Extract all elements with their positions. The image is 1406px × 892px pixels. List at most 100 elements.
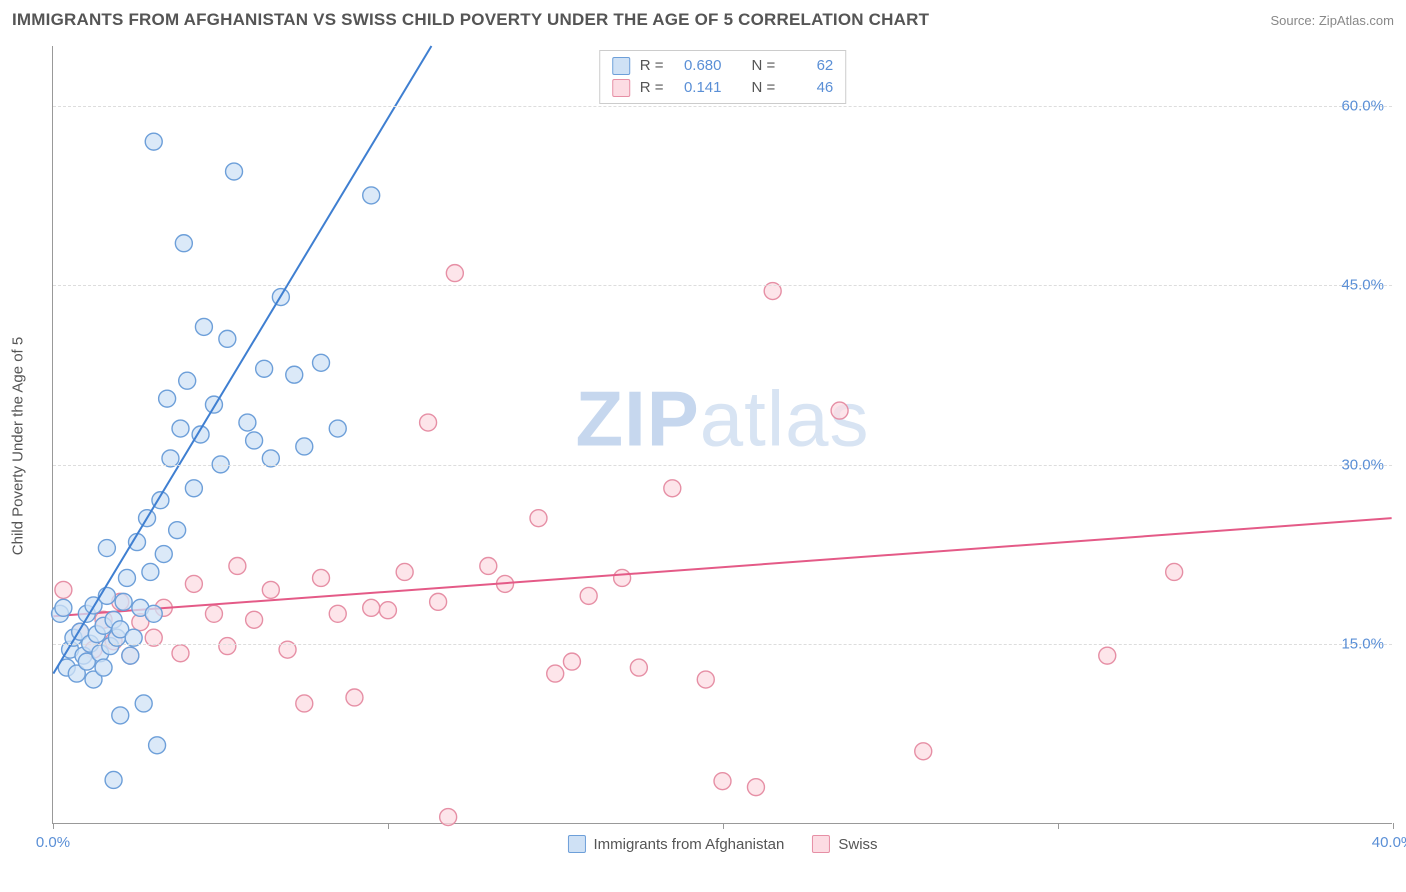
data-point <box>179 372 196 389</box>
data-point <box>52 605 69 622</box>
data-point <box>102 638 119 655</box>
data-point <box>915 743 932 760</box>
data-point <box>664 480 681 497</box>
n-label: N = <box>752 77 776 99</box>
data-point <box>272 289 289 306</box>
series-legend: Immigrants from Afghanistan Swiss <box>567 835 877 853</box>
data-point <box>122 647 139 664</box>
gridline <box>53 285 1392 286</box>
data-point <box>105 611 122 628</box>
y-tick-label: 30.0% <box>1341 456 1384 473</box>
data-point <box>296 438 313 455</box>
data-point <box>172 420 189 437</box>
data-point <box>205 396 222 413</box>
data-point <box>530 510 547 527</box>
data-point <box>85 597 102 614</box>
data-point <box>132 599 149 616</box>
data-point <box>72 623 89 640</box>
data-point <box>175 235 192 252</box>
data-point <box>129 534 146 551</box>
data-point <box>195 318 212 335</box>
data-point <box>296 695 313 712</box>
data-point <box>169 522 186 539</box>
legend-item-swiss: Swiss <box>812 835 877 853</box>
data-point <box>78 605 95 622</box>
data-point <box>159 390 176 407</box>
data-point <box>497 575 514 592</box>
data-point <box>98 540 115 557</box>
data-point <box>205 605 222 622</box>
gridline <box>53 106 1392 107</box>
swatch-afghanistan <box>612 57 630 75</box>
data-point <box>152 492 169 509</box>
r-row-afghanistan: R = 0.680 N = 62 <box>612 55 834 77</box>
x-tick <box>723 823 724 829</box>
source-prefix: Source: <box>1270 13 1318 28</box>
data-point <box>95 617 112 634</box>
data-point <box>55 581 72 598</box>
r-value-afghanistan: 0.680 <box>674 55 722 77</box>
data-point <box>831 402 848 419</box>
data-point <box>420 414 437 431</box>
data-point <box>614 569 631 586</box>
data-point <box>329 605 346 622</box>
data-point <box>185 575 202 592</box>
watermark-rest: atlas <box>700 374 870 462</box>
data-point <box>58 659 75 676</box>
data-point <box>95 659 112 676</box>
data-point <box>55 599 72 616</box>
data-point <box>239 414 256 431</box>
data-point <box>112 621 129 638</box>
data-point <box>226 163 243 180</box>
n-value-swiss: 46 <box>785 77 833 99</box>
data-point <box>139 510 156 527</box>
x-tick <box>1393 823 1394 829</box>
watermark: ZIPatlas <box>575 373 869 464</box>
data-point <box>630 659 647 676</box>
data-point <box>95 611 112 628</box>
data-point <box>256 360 273 377</box>
y-tick-label: 60.0% <box>1341 97 1384 114</box>
data-point <box>714 773 731 790</box>
x-tick-label: 0.0% <box>36 834 70 851</box>
data-point <box>78 653 95 670</box>
data-point <box>115 593 132 610</box>
data-point <box>229 558 246 575</box>
data-point <box>149 737 166 754</box>
r-row-swiss: R = 0.141 N = 46 <box>612 77 834 99</box>
data-point <box>155 599 172 616</box>
r-label: R = <box>640 77 664 99</box>
data-point <box>192 426 209 443</box>
data-point <box>547 665 564 682</box>
data-point <box>72 623 89 640</box>
x-tick <box>53 823 54 829</box>
data-point <box>286 366 303 383</box>
data-point <box>329 420 346 437</box>
data-point <box>440 809 457 826</box>
data-point <box>246 611 263 628</box>
data-point <box>580 587 597 604</box>
legend-swatch-afghanistan <box>567 835 585 853</box>
data-point <box>145 605 162 622</box>
data-point <box>105 771 122 788</box>
data-point <box>363 599 380 616</box>
data-point <box>1099 647 1116 664</box>
scatter-svg <box>53 46 1392 823</box>
r-value-swiss: 0.141 <box>674 77 722 99</box>
n-label: N = <box>752 55 776 77</box>
data-point <box>396 563 413 580</box>
data-point <box>98 587 115 604</box>
source-link[interactable]: ZipAtlas.com <box>1319 13 1394 28</box>
data-point <box>135 695 152 712</box>
legend-label-swiss: Swiss <box>838 836 877 853</box>
data-point <box>172 645 189 662</box>
data-point <box>145 133 162 150</box>
data-point <box>480 558 497 575</box>
trend-line <box>53 518 1391 616</box>
source-attribution: Source: ZipAtlas.com <box>1270 13 1394 28</box>
data-point <box>219 330 236 347</box>
data-point <box>446 265 463 282</box>
data-point <box>747 779 764 796</box>
data-point <box>363 187 380 204</box>
gridline <box>53 644 1392 645</box>
